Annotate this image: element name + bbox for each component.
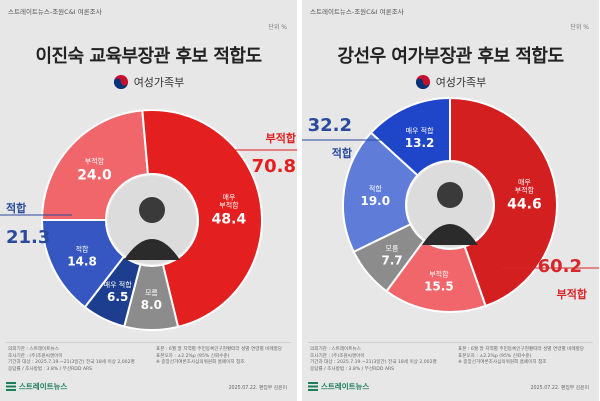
slice-value-label: 24.0: [77, 167, 112, 183]
slice-name-label: 부적합: [429, 270, 449, 279]
slice-value-label: 7.7: [381, 253, 402, 267]
donut-slice-0: [40, 109, 150, 221]
publisher-logo: 스트레이트뉴스: [308, 381, 369, 392]
slice-value-label: 19.0: [360, 194, 390, 208]
chart-title: 이진숙 교육부장관 후보 적합도: [35, 46, 262, 67]
slice-name-label: 부적합: [515, 185, 535, 194]
footer-line: ※ 중앙선거여론조사심의위원회 홈페이지 참조: [156, 360, 245, 366]
source-label: 스트레이트뉴스-조원C&I 여론조사: [8, 8, 102, 16]
slice-name-label: 부적합: [219, 200, 239, 209]
candidate-photo-body: [422, 224, 478, 245]
ministry-name: 여성가족부: [435, 76, 487, 89]
publisher-logo-icon: [6, 382, 16, 391]
slice-name-label: 모름: [145, 289, 158, 297]
footer-line: 표본 : 6월 말 지역별 주민등록인구현황따라 성별 연령별 비례할당: [156, 347, 283, 352]
source-label: 스트레이트뉴스-조원C&I 여론조사: [310, 8, 404, 16]
footer-line: ※ 중앙선거여론조사심의위원회 홈페이지 참조: [458, 360, 547, 366]
slice-value-label: 15.5: [424, 280, 454, 294]
slice-name-label: 적합: [369, 184, 382, 193]
total-label: 적합: [6, 201, 26, 215]
donut-slice-4: [40, 219, 126, 309]
total-label: 부적합: [266, 131, 296, 145]
footer-line: 의뢰기관 : 스트레이트뉴스: [8, 347, 59, 352]
footer-col-left: 의뢰기관 : 스트레이트뉴스 조사기관 : (주)조원씨앤아이 기간과 대상 :…: [8, 347, 156, 373]
donut-slice-0: [449, 96, 558, 308]
poll-panel-lee: 스트레이트뉴스-조원C&I 여론조사 단위 % 이진숙 교육부장관 후보 적합도…: [0, 0, 297, 401]
donut-slice-3: [342, 131, 419, 254]
slice-name-label: 매우: [223, 193, 236, 201]
footer-line: 표본오차 : ±2.2%p (95% 신뢰수준): [156, 353, 230, 359]
total-value: 21.3: [6, 227, 50, 248]
donut-slice-1: [141, 109, 263, 329]
slice-value-label: 14.8: [67, 254, 97, 268]
slice-name-label: 매우: [518, 178, 531, 186]
publish-date: 2025.07.22. 편집부 김윤미: [228, 386, 287, 391]
candidate-photo-head: [139, 197, 165, 223]
publisher-name: 스트레이트뉴스: [321, 382, 370, 391]
publisher-logo: 스트레이트뉴스: [6, 381, 67, 392]
slice-name-label: 모름: [386, 244, 399, 252]
ministry-name: 여성가족부: [133, 76, 185, 89]
total-value: 70.8: [252, 156, 296, 177]
footer-col-left: 의뢰기관 : 스트레이트뉴스 조사기관 : (주)조원씨앤아이 기간과 대상 :…: [310, 347, 458, 373]
footer-line: 조사기관 : (주)조원씨앤아이: [310, 353, 365, 359]
publish-date: 2025.07.22. 편집부 김윤미: [530, 386, 589, 391]
ministry-logo: 여성가족부: [0, 74, 297, 90]
unit-label: 단위 %: [268, 24, 287, 31]
taegeuk-icon: [113, 75, 128, 89]
footer-line: 조사기관 : (주)조원씨앤아이: [8, 353, 63, 359]
total-value: 32.2: [308, 115, 352, 136]
ministry-logo: 여성가족부: [302, 74, 599, 90]
slice-value-label: 6.5: [107, 290, 128, 304]
survey-footer: 의뢰기관 : 스트레이트뉴스 조사기관 : (주)조원씨앤아이 기간과 대상 :…: [6, 342, 291, 395]
slice-name-label: 부적합: [85, 156, 105, 165]
candidate-photo-head: [437, 182, 463, 208]
footer-line: 표본 : 6월 말 지역별 주민등록인구현황따라 성별 연령별 비례할당: [458, 347, 585, 352]
poll-panel-kang: 스트레이트뉴스-조원C&I 여론조사 단위 % 강선우 여가부장관 후보 적합도…: [302, 0, 599, 401]
unit-label: 단위 %: [570, 24, 589, 31]
footer-line: 의뢰기관 : 스트레이트뉴스: [310, 347, 361, 352]
slice-name-label: 매우 적합: [104, 280, 133, 289]
publisher-logo-icon: [308, 382, 318, 391]
slice-name-label: 적합: [76, 244, 89, 253]
slice-value-label: 8.0: [141, 298, 162, 312]
survey-footer: 의뢰기관 : 스트레이트뉴스 조사기관 : (주)조원씨앤아이 기간과 대상 :…: [308, 342, 593, 395]
total-label: 적합: [332, 146, 352, 160]
footer-line: 표본오차 : ±2.2%p (95% 신뢰수준): [458, 353, 532, 359]
total-label: 부적합: [557, 287, 587, 301]
slice-name-label: 매우 적합: [406, 126, 435, 135]
total-value: 60.2: [538, 256, 582, 277]
publisher-name: 스트레이트뉴스: [19, 382, 68, 391]
taegeuk-icon: [415, 75, 430, 89]
footer-line: 응답률 / 조사방법 : 3.8% / 무선RDD ARS: [8, 366, 93, 372]
slice-value-label: 13.2: [405, 136, 435, 150]
footer-line: 응답률 / 조사방법 : 3.8% / 무선RDD ARS: [310, 366, 395, 372]
donut-slice-4: [369, 96, 451, 177]
footer-line: 기간과 대상 : 2025.7.19.~21(3일간) 전국 18세 이상 2,…: [310, 360, 437, 366]
candidate-photo-body: [124, 239, 180, 260]
chart-title: 강선우 여가부장관 후보 적합도: [337, 46, 564, 67]
slice-value-label: 48.4: [212, 211, 247, 227]
footer-col-right: 표본 : 6월 말 지역별 주민등록인구현황따라 성별 연령별 비례할당 표본오…: [458, 347, 593, 367]
slice-value-label: 44.6: [507, 196, 542, 212]
footer-col-right: 표본 : 6월 말 지역별 주민등록인구현황따라 성별 연령별 비례할당 표본오…: [156, 347, 291, 367]
footer-line: 기간과 대상 : 2025.7.19.~21(3일간) 전국 18세 이상 2,…: [8, 360, 135, 366]
